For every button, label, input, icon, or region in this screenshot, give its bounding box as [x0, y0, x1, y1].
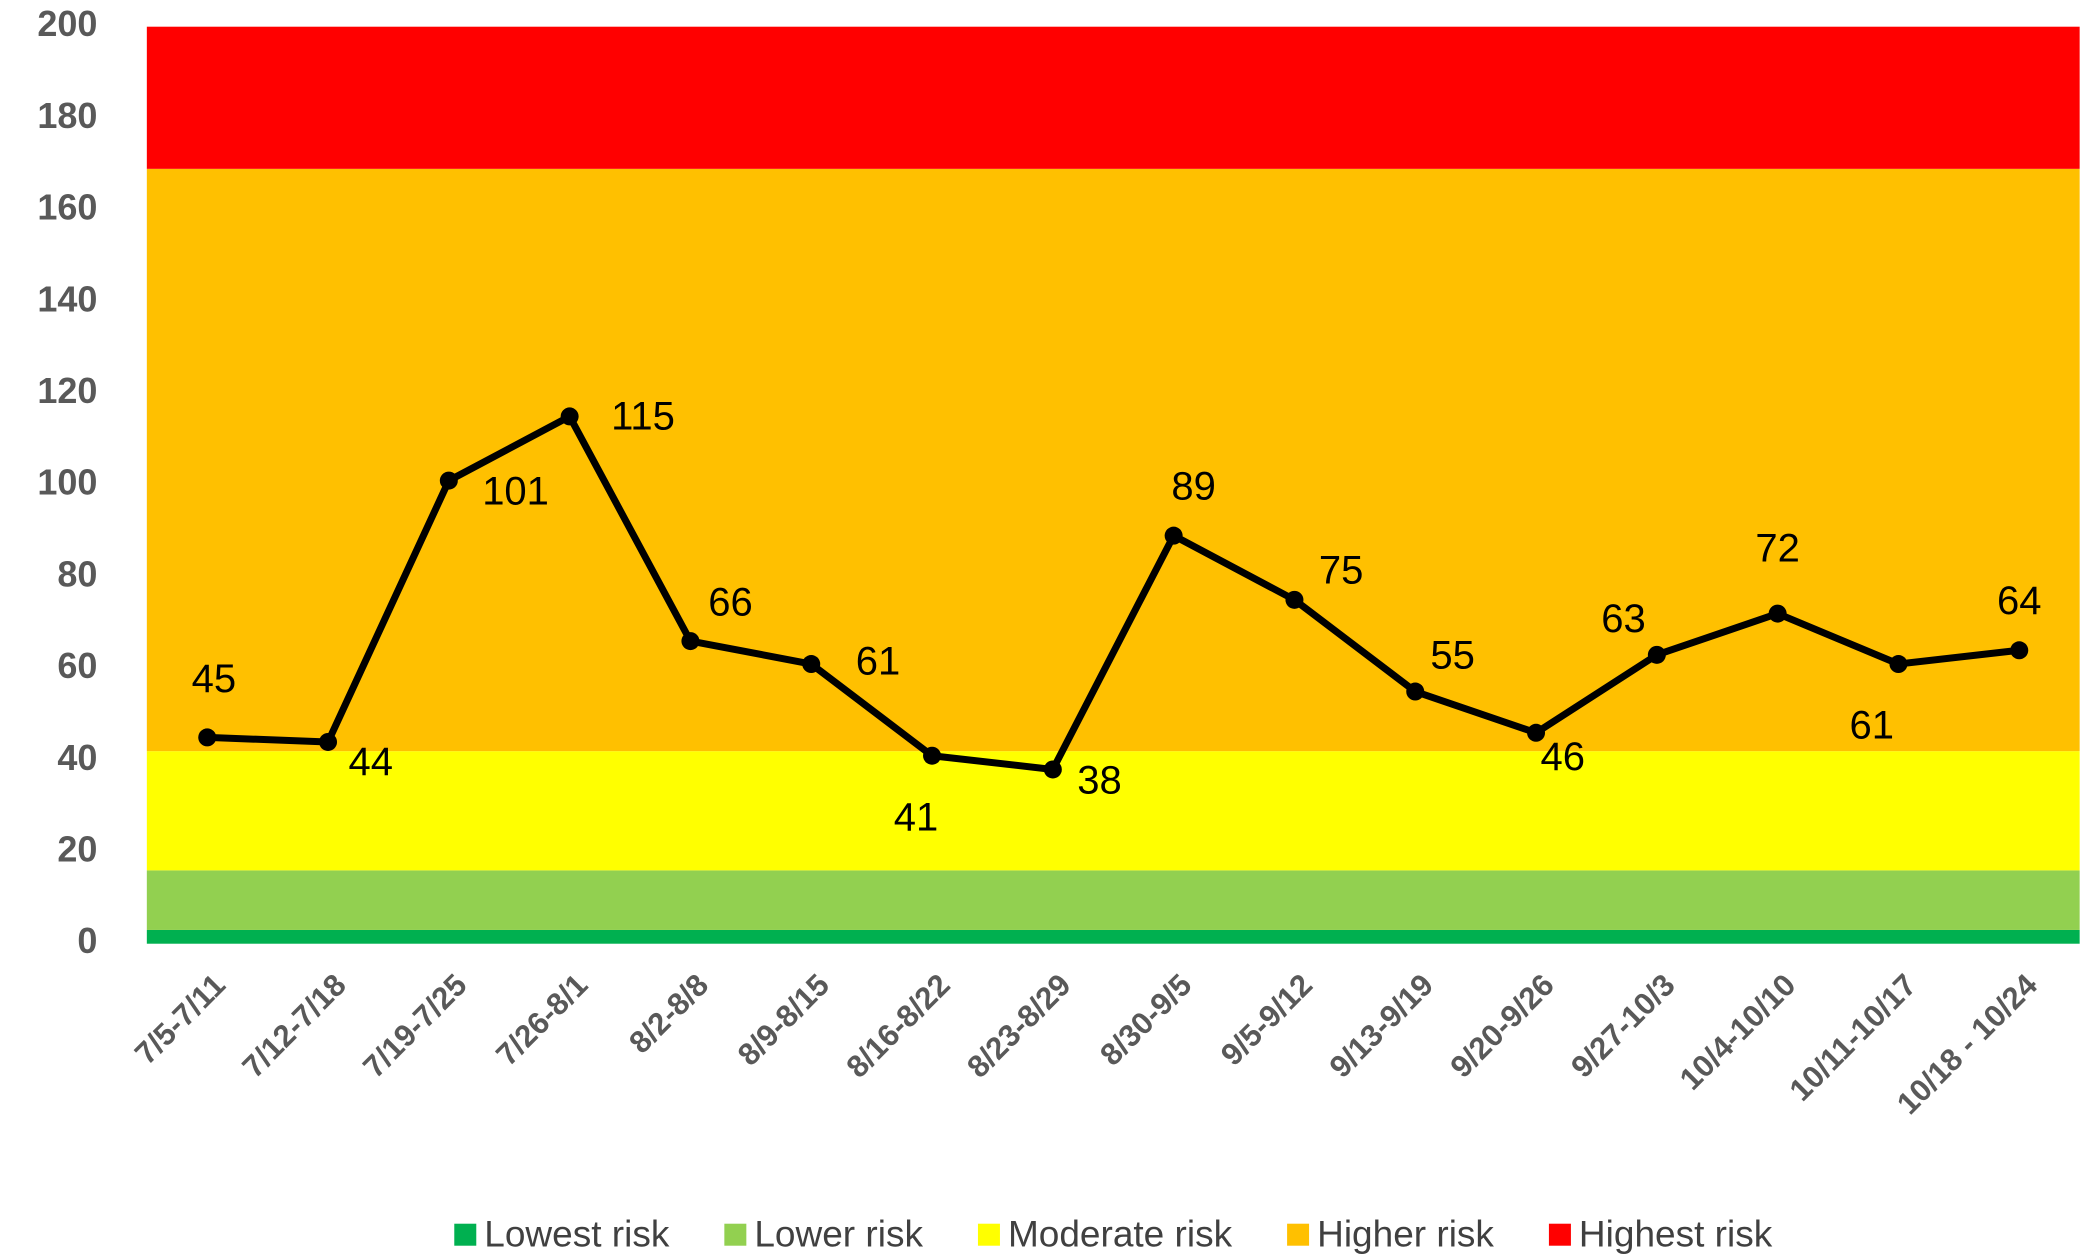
data-point — [1406, 682, 1425, 701]
data-label: 61 — [856, 640, 901, 684]
data-line — [207, 412, 2020, 773]
x-tick-label: 7/5-7/11 — [128, 967, 232, 1071]
legend-swatch — [977, 1223, 1000, 1246]
risk-band — [146, 168, 2080, 752]
x-tick-label: 7/19-7/25 — [356, 967, 473, 1084]
risk-band — [146, 870, 2080, 930]
data-point — [802, 655, 821, 674]
data-point — [1043, 760, 1062, 779]
data-label: 46 — [1540, 735, 1585, 779]
legend-label: Highest risk — [1579, 1213, 1773, 1254]
data-label: 66 — [708, 581, 753, 625]
data-label: 41 — [894, 795, 939, 839]
data-point — [681, 632, 700, 651]
x-tick-label: 8/16-8/22 — [839, 967, 956, 1084]
data-label: 61 — [1850, 704, 1895, 748]
y-tick-label: 120 — [37, 370, 97, 411]
legend-swatch — [724, 1223, 747, 1246]
data-label: 38 — [1077, 758, 1122, 802]
data-label: 72 — [1755, 526, 1800, 570]
legend-label: Moderate risk — [1008, 1213, 1233, 1254]
risk-band — [146, 751, 2080, 871]
y-tick-label: 200 — [37, 3, 97, 44]
x-tick-label: 7/26-8/1 — [489, 967, 594, 1072]
x-tick-label: 7/12-7/18 — [235, 967, 352, 1084]
legend-label: Lower risk — [754, 1213, 923, 1254]
data-label: 64 — [1997, 579, 2042, 623]
data-point — [1768, 604, 1787, 623]
y-tick-label: 80 — [57, 553, 97, 594]
data-label: 63 — [1601, 597, 1646, 641]
legend-swatch — [454, 1223, 477, 1246]
x-tick-label: 9/20-9/26 — [1443, 967, 1560, 1084]
data-point — [1889, 655, 1908, 674]
x-tick-label: 9/13-9/19 — [1323, 967, 1440, 1084]
data-point — [439, 471, 458, 490]
x-tick-label: 8/2-8/8 — [622, 967, 715, 1060]
data-point — [560, 407, 579, 426]
y-tick-label: 140 — [37, 278, 97, 319]
x-tick-label: 10/4-10/10 — [1673, 967, 1803, 1097]
y-tick-label: 0 — [77, 920, 97, 961]
legend-swatch — [1548, 1223, 1571, 1246]
x-tick-label: 8/30-9/5 — [1093, 967, 1198, 1072]
data-label: 115 — [611, 395, 675, 439]
data-point — [2010, 641, 2029, 660]
legend-label: Lowest risk — [484, 1213, 670, 1254]
data-point — [1647, 645, 1666, 664]
x-tick-label: 9/5-9/12 — [1214, 967, 1319, 1072]
y-tick-label: 20 — [57, 829, 97, 870]
data-point — [1285, 590, 1304, 609]
data-point — [1527, 723, 1546, 742]
y-tick-label: 60 — [57, 645, 97, 686]
legend-label: Higher risk — [1317, 1213, 1494, 1254]
data-label: 44 — [348, 740, 393, 784]
data-point — [198, 728, 217, 747]
x-tick-label: 8/9-8/15 — [731, 967, 836, 1072]
x-tick-label: 8/23-8/29 — [960, 967, 1077, 1084]
y-tick-label: 160 — [37, 187, 97, 228]
y-tick-label: 40 — [57, 737, 97, 778]
data-label: 55 — [1430, 634, 1475, 678]
data-label: 89 — [1171, 464, 1216, 508]
data-point — [1164, 526, 1183, 545]
data-label: 45 — [192, 657, 237, 701]
data-point — [319, 732, 338, 751]
x-tick-label: 9/27-10/3 — [1564, 967, 1681, 1084]
legend: Lowest risk Lower risk Moderate risk Higher… — [454, 1213, 1773, 1254]
data-label: 75 — [1319, 549, 1364, 593]
data-point — [923, 746, 942, 765]
y-tick-label: 180 — [37, 95, 97, 136]
y-tick-label: 100 — [37, 462, 97, 503]
legend-swatch — [1287, 1223, 1310, 1246]
data-label: 101 — [482, 470, 549, 514]
risk-band — [146, 929, 2080, 944]
risk-band — [146, 26, 2080, 169]
